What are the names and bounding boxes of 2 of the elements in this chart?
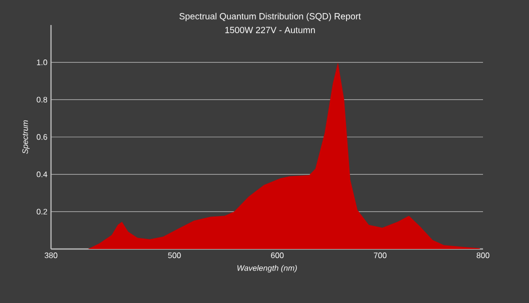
chart-title: Spectrual Quantum Distribution (SQD) Report <box>179 12 361 22</box>
chart-subtitle: 1500W 227V - Autumn <box>225 26 315 34</box>
